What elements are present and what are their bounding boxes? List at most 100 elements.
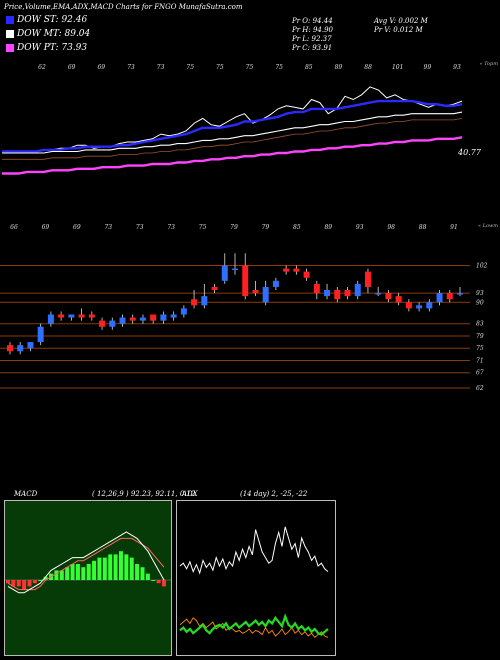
ohlc-high: Pr H: 94.90 xyxy=(292,26,334,34)
price-y-tick-label: 90 xyxy=(476,299,484,306)
price-top-tick-label: 89 xyxy=(324,224,332,231)
price-top-tick-label: 93 xyxy=(356,224,364,231)
candle-body xyxy=(313,283,320,294)
macd-histogram-bar xyxy=(75,564,80,580)
candle-body xyxy=(191,299,198,306)
macd-histogram-bar xyxy=(97,557,102,580)
macd-histogram-bar xyxy=(86,564,91,580)
price-right-label: « Lowm xyxy=(478,223,498,229)
adx-chart xyxy=(176,500,336,656)
adx-line xyxy=(179,526,329,575)
legend-label-st: DOW ST: 92.46 xyxy=(17,15,88,25)
macd-histogram-bar xyxy=(108,554,113,580)
legend-swatch-pt xyxy=(6,44,14,52)
di-plus-line xyxy=(179,613,329,636)
candle-body xyxy=(375,293,382,295)
ema-series-price xyxy=(1,86,463,154)
avg-volume: Avg V: 0.002 M xyxy=(374,17,428,25)
candle-body xyxy=(405,302,412,309)
candle-body xyxy=(416,305,423,309)
macd-histogram-bar xyxy=(92,560,97,580)
adx-params: (14 day) 2, -25, -22 xyxy=(240,490,308,498)
ema-top-tick-label: 75 xyxy=(246,64,254,71)
macd-histogram-bar xyxy=(81,567,86,580)
ohlc-open: Pr O: 94.44 xyxy=(292,17,333,25)
candle-body xyxy=(354,283,361,297)
candle-body xyxy=(364,271,371,287)
candle-body xyxy=(27,342,34,349)
candle-body xyxy=(293,268,300,272)
macd-histogram-bar xyxy=(22,580,27,590)
macd-chart xyxy=(4,500,172,656)
candle-body xyxy=(395,296,402,303)
candle-body xyxy=(221,265,228,281)
price-top-tick-label: 88 xyxy=(419,224,427,231)
price-top-tick-label: 98 xyxy=(387,224,395,231)
macd-histogram-bar xyxy=(145,573,150,580)
macd-histogram-bar xyxy=(54,570,59,580)
macd-histogram-bar xyxy=(16,580,21,587)
ema-series-ema_long xyxy=(2,136,463,175)
legend-label-pt: DOW PT: 73.93 xyxy=(17,43,88,53)
price-y-tick-label: 93 xyxy=(476,290,484,297)
last-volume: Pr V: 0.012 M xyxy=(374,26,423,34)
macd-histogram-bar xyxy=(113,554,118,580)
ema-last-value-label: 40.77 xyxy=(457,148,482,157)
macd-histogram-bar xyxy=(118,551,123,580)
adx-label: ADX xyxy=(182,490,198,498)
candle-body xyxy=(303,271,310,278)
price-y-tick-label: 75 xyxy=(476,345,484,352)
price-y-tick-label: 67 xyxy=(476,370,484,377)
legend-swatch-mt xyxy=(6,30,14,38)
candle-body xyxy=(109,320,116,327)
candle-body xyxy=(344,290,351,297)
macd-histogram-bar xyxy=(43,576,48,580)
candle-body xyxy=(150,314,157,321)
macd-histogram-bar xyxy=(27,580,32,587)
candle-body xyxy=(88,314,95,318)
candle-body xyxy=(17,345,24,352)
price-y-tick-label: 62 xyxy=(476,385,484,392)
macd-signal-line xyxy=(7,537,165,591)
ema-top-tick-label: 69 xyxy=(68,64,76,71)
adx-panel xyxy=(176,500,336,656)
legend-dow-mt: DOW MT: 89.04 xyxy=(6,29,90,39)
price-top-tick-label: 73 xyxy=(136,224,144,231)
macd-params: ( 12,26,9 ) 92.23, 92.11, 0.12 xyxy=(92,490,196,498)
macd-histogram-bar xyxy=(65,567,70,580)
candle-body xyxy=(180,308,187,315)
price-top-tick-label: 79 xyxy=(230,224,238,231)
price-y-tick-label: 102 xyxy=(476,263,488,270)
macd-panel xyxy=(4,500,172,656)
candle-body xyxy=(211,286,218,290)
ema-top-tick-label: 101 xyxy=(392,64,403,71)
macd-histogram-bar xyxy=(162,580,166,587)
candle-body xyxy=(78,314,85,318)
price-top-tick-label: 69 xyxy=(42,224,50,231)
price-top-tick-label: 91 xyxy=(450,224,458,231)
ema-top-tick-label: 89 xyxy=(335,64,343,71)
price-top-tick-label: 69 xyxy=(73,224,81,231)
candle-body xyxy=(446,293,453,300)
candle-body xyxy=(334,290,341,300)
legend-swatch-st xyxy=(6,16,14,24)
price-top-tick-label: 66 xyxy=(10,224,18,231)
chart-title: Price,Volume,EMA,ADX,MACD Charts for FNG… xyxy=(4,3,243,11)
candle-body xyxy=(68,314,75,318)
candle-body xyxy=(283,268,290,272)
candle-body xyxy=(7,345,13,352)
price-top-tick-label: 73 xyxy=(167,224,175,231)
macd-histogram-bar xyxy=(102,557,107,580)
ema-series-ema_short xyxy=(2,99,463,153)
price-y-tick-label: 83 xyxy=(476,321,484,328)
ema-right-label: « Topm xyxy=(479,61,498,67)
ema-top-tick-label: 93 xyxy=(453,64,461,71)
macd-histogram-bar xyxy=(140,567,145,580)
ema-top-tick-label: 69 xyxy=(97,64,105,71)
candle-body xyxy=(272,280,279,287)
macd-histogram-bar xyxy=(6,580,10,584)
ema-top-tick-label: 75 xyxy=(275,64,283,71)
adx-background xyxy=(176,500,336,656)
macd-histogram-bar xyxy=(59,570,64,580)
macd-histogram-bar xyxy=(11,580,16,587)
